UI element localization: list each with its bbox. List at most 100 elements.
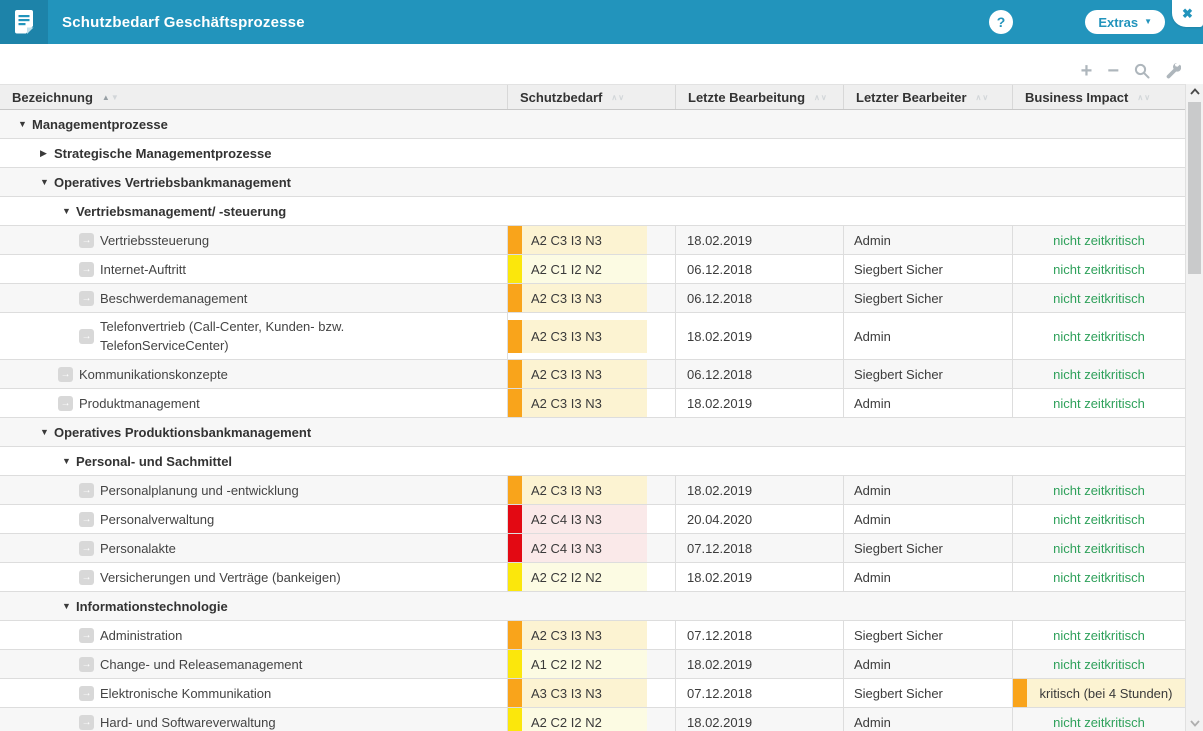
open-process-icon[interactable]: → <box>79 483 94 498</box>
severity-bar <box>508 320 522 353</box>
business-impact-cell: kritisch (bei 4 Stunden) <box>1012 679 1185 707</box>
schutzbedarf-badge: A2 C3 I3 N3 <box>508 320 647 353</box>
group-label: Strategische Managementprozesse <box>54 146 271 161</box>
open-process-icon[interactable]: → <box>79 570 94 585</box>
letzte-bearbeitung-cell: 18.02.2019 <box>675 708 843 731</box>
schutzbedarf-badge: A2 C1 I2 N2 <box>508 255 647 283</box>
open-process-icon[interactable]: → <box>79 686 94 701</box>
collapse-arrow-icon[interactable]: ▼ <box>40 177 54 187</box>
name-cell: →Beschwerdemanagement <box>0 284 507 312</box>
scrollbar-thumb[interactable] <box>1188 102 1201 274</box>
date-value: 07.12.2018 <box>687 541 752 556</box>
collapse-arrow-icon[interactable]: ▼ <box>62 456 76 466</box>
sort-desc-icon[interactable]: ∨ <box>618 93 625 102</box>
sort-asc-icon[interactable]: ∧ <box>814 93 821 102</box>
vertical-scrollbar[interactable] <box>1185 84 1203 731</box>
tree-group-row: ▼Vertriebsmanagement/ -steuerung <box>0 197 1185 226</box>
open-process-icon[interactable]: → <box>79 628 94 643</box>
sort-desc-icon[interactable]: ∨ <box>821 93 828 102</box>
severity-bar <box>508 389 522 417</box>
scroll-down-button[interactable] <box>1186 720 1203 727</box>
impact-value: kritisch (bei 4 Stunden) <box>1040 686 1173 701</box>
add-button[interactable]: + <box>1081 61 1093 81</box>
sort-desc-icon[interactable]: ▼ <box>111 93 120 102</box>
column-header-bezeichnung[interactable]: Bezeichnung▲▼ <box>0 85 507 109</box>
scroll-up-button[interactable] <box>1186 88 1203 95</box>
date-value: 18.02.2019 <box>687 233 752 248</box>
schutzbedarf-cell: A2 C1 I2 N2 <box>507 255 675 283</box>
open-process-icon[interactable]: → <box>79 657 94 672</box>
search-button[interactable] <box>1134 63 1150 79</box>
editor-value: Siegbert Sicher <box>854 291 943 306</box>
letzte-bearbeitung-cell: 07.12.2018 <box>675 679 843 707</box>
name-cell: →Change- und Releasemanagement <box>0 650 507 678</box>
sort-desc-icon[interactable]: ∨ <box>982 93 989 102</box>
letzter-bearbeiter-cell: Siegbert Sicher <box>843 255 1012 283</box>
collapse-arrow-icon[interactable]: ▼ <box>18 119 32 129</box>
schutzbedarf-cell: A2 C3 I3 N3 <box>507 360 675 388</box>
editor-value: Siegbert Sicher <box>854 686 943 701</box>
business-impact-cell: nicht zeitkritisch <box>1012 226 1185 254</box>
column-header-schutzbedarf[interactable]: Schutzbedarf∧∨ <box>507 85 675 109</box>
impact-value: nicht zeitkritisch <box>1013 367 1185 382</box>
name-cell: →Personalakte <box>0 534 507 562</box>
impact-value: nicht zeitkritisch <box>1013 570 1185 585</box>
group-cell: ▶Strategische Managementprozesse <box>0 139 1185 167</box>
extras-button[interactable]: Extras ▼ <box>1085 10 1165 34</box>
sort-icons: ∧∨ <box>814 93 828 102</box>
name-cell: →Vertriebssteuerung <box>0 226 507 254</box>
name-cell: →Hard- und Softwareverwaltung <box>0 708 507 731</box>
schutzbedarf-value: A2 C3 I3 N3 <box>531 483 602 498</box>
schutzbedarf-cell: A1 C2 I2 N2 <box>507 650 675 678</box>
date-value: 18.02.2019 <box>687 483 752 498</box>
schutzbedarf-badge: A2 C3 I3 N3 <box>508 476 647 504</box>
tree-group-row: ▼Operatives Produktionsbankmanagement <box>0 418 1185 447</box>
open-process-icon[interactable]: → <box>79 541 94 556</box>
open-process-icon[interactable]: → <box>79 262 94 277</box>
business-impact-cell: nicht zeitkritisch <box>1012 505 1185 533</box>
sort-asc-icon[interactable]: ▲ <box>102 93 111 102</box>
sort-desc-icon[interactable]: ∨ <box>1144 93 1151 102</box>
business-impact-cell: nicht zeitkritisch <box>1012 389 1185 417</box>
name-cell: →Administration <box>0 621 507 649</box>
collapse-arrow-icon[interactable]: ▼ <box>62 601 76 611</box>
open-process-icon[interactable]: → <box>79 291 94 306</box>
remove-button[interactable]: − <box>1107 61 1119 81</box>
chevron-down-icon: ▼ <box>1144 18 1152 26</box>
collapse-arrow-icon[interactable]: ▼ <box>40 427 54 437</box>
open-process-icon[interactable]: → <box>79 512 94 527</box>
group-label: Operatives Vertriebsbankmanagement <box>54 175 291 190</box>
column-header-letzter-bearbeiter[interactable]: Letzter Bearbeiter∧∨ <box>843 85 1012 109</box>
column-header-business-impact[interactable]: Business Impact∧∨ <box>1012 85 1185 109</box>
business-impact-cell: nicht zeitkritisch <box>1012 650 1185 678</box>
help-button[interactable]: ? <box>989 10 1013 34</box>
sort-icons: ∧∨ <box>976 93 990 102</box>
letzter-bearbeiter-cell: Siegbert Sicher <box>843 621 1012 649</box>
sort-icons: ▲▼ <box>102 93 120 102</box>
letzte-bearbeitung-cell: 18.02.2019 <box>675 476 843 504</box>
open-process-icon[interactable]: → <box>58 396 73 411</box>
settings-button[interactable] <box>1165 63 1181 79</box>
extras-label: Extras <box>1098 15 1138 30</box>
impact-value: nicht zeitkritisch <box>1013 541 1185 556</box>
column-header-letzte-bearbeitung[interactable]: Letzte Bearbeitung∧∨ <box>675 85 843 109</box>
schutzbedarf-cell: A2 C3 I3 N3 <box>507 284 675 312</box>
letzter-bearbeiter-cell: Siegbert Sicher <box>843 360 1012 388</box>
open-process-icon[interactable]: → <box>79 233 94 248</box>
editor-value: Siegbert Sicher <box>854 628 943 643</box>
collapse-arrow-icon[interactable]: ▼ <box>62 206 76 216</box>
name-cell: →Elektronische Kommunikation <box>0 679 507 707</box>
process-row: →PersonalakteA2 C4 I3 N307.12.2018Siegbe… <box>0 534 1185 563</box>
close-button[interactable]: ✖ <box>1172 0 1203 27</box>
letzter-bearbeiter-cell: Admin <box>843 313 1012 359</box>
expand-arrow-icon[interactable]: ▶ <box>40 148 54 159</box>
column-label: Schutzbedarf <box>520 90 602 105</box>
open-process-icon[interactable]: → <box>79 329 94 344</box>
letzte-bearbeitung-cell: 06.12.2018 <box>675 284 843 312</box>
open-process-icon[interactable]: → <box>58 367 73 382</box>
schutzbedarf-cell: A2 C3 I3 N3 <box>507 313 675 359</box>
severity-bar <box>508 284 522 312</box>
impact-value: nicht zeitkritisch <box>1013 483 1185 498</box>
open-process-icon[interactable]: → <box>79 715 94 730</box>
process-label: Personalplanung und -entwicklung <box>100 483 299 498</box>
